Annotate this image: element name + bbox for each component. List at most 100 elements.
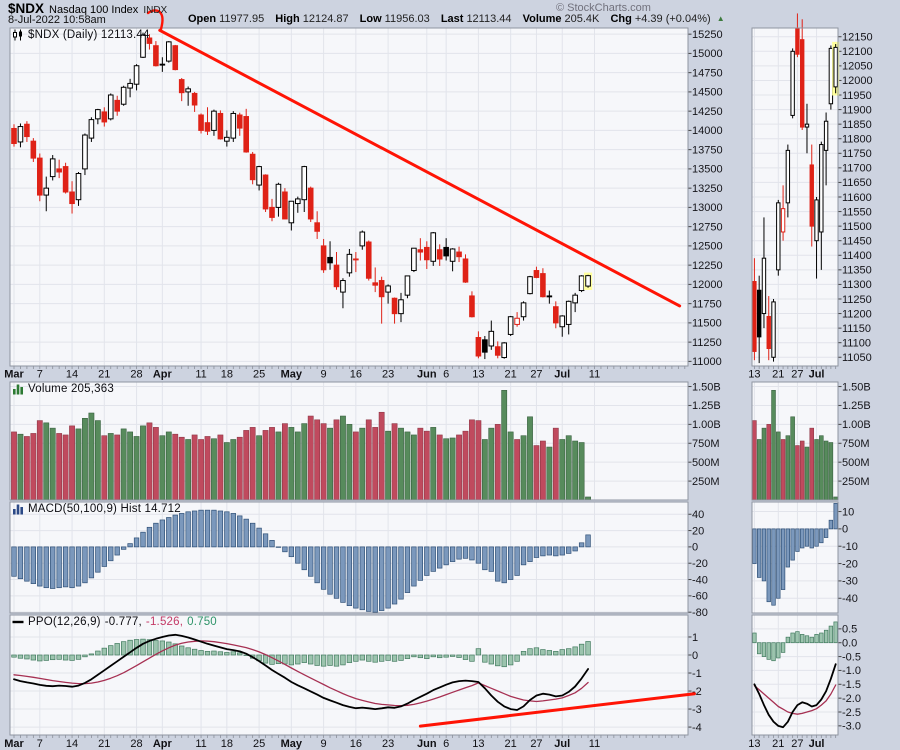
svg-text:Jul: Jul	[809, 738, 825, 750]
mini-price-panel[interactable]: 12150 12100 12050 12000 11950 11900 11850 11800…	[751, 13, 873, 367]
low-value: 11956.03	[384, 13, 430, 25]
svg-text:1: 1	[692, 632, 698, 644]
svg-text:18: 18	[221, 738, 233, 750]
svg-text:Mar: Mar	[4, 738, 24, 750]
svg-text:12750: 12750	[692, 221, 723, 233]
header: $NDX Nasdaq 100 Index INDX 8-Jul-2022 10…	[0, 0, 900, 27]
ppo-signal-value: -1.526,	[145, 616, 184, 628]
svg-text:7: 7	[37, 738, 43, 750]
svg-text:20: 20	[692, 525, 704, 537]
svg-text:Jun: Jun	[417, 369, 437, 381]
svg-text:750M: 750M	[842, 438, 870, 450]
symbol-row: $NDX Nasdaq 100 Index INDX	[8, 1, 167, 16]
svg-text:11950: 11950	[842, 90, 872, 102]
svg-text:May: May	[281, 369, 303, 381]
svg-text:10: 10	[842, 506, 854, 518]
svg-text:25: 25	[253, 738, 265, 750]
svg-text:28: 28	[130, 738, 142, 750]
svg-text:11550: 11550	[842, 206, 872, 218]
svg-text:11: 11	[195, 738, 206, 750]
mini-volume-panel[interactable]: 1.50B 1.25B 1.00B 750M 500M 250M	[751, 381, 871, 501]
svg-text:13000: 13000	[692, 202, 723, 214]
high-value: 12124.87	[302, 13, 349, 25]
low-label: Low	[359, 13, 382, 25]
trendline-annotations	[146, 9, 696, 728]
main-ppo-panel[interactable]: 1 0 -1 -2 -3 -4	[9, 614, 702, 736]
svg-text:27: 27	[530, 369, 542, 381]
svg-text:11600: 11600	[842, 192, 872, 204]
datetime: 8-Jul-2022 10:58am	[8, 14, 106, 26]
svg-text:-2.0: -2.0	[842, 693, 861, 705]
macd-panel-label: MACD(50,100,9) Hist 14.712	[12, 503, 181, 515]
svg-text:Jun: Jun	[417, 738, 437, 750]
volume-value: 205.4K	[564, 13, 600, 25]
svg-text:13: 13	[472, 738, 484, 750]
exchange-tag: INDX	[143, 5, 168, 16]
svg-text:23: 23	[382, 738, 394, 750]
ppo-line-value: -0.777,	[104, 616, 142, 628]
svg-text:250M: 250M	[692, 476, 720, 488]
svg-text:11050: 11050	[842, 352, 872, 364]
svg-text:27: 27	[791, 738, 803, 750]
price-panel-label-text: $NDX (Daily) 12113.44	[28, 29, 150, 41]
svg-text:18: 18	[221, 369, 233, 381]
copyright: © StockCharts.com	[556, 2, 651, 14]
svg-text:14750: 14750	[692, 67, 723, 79]
svg-text:11700: 11700	[842, 163, 872, 175]
main-volume-panel[interactable]: 1.50B 1.25B 1.00B 750M 500M 250M	[9, 381, 721, 501]
main-price-panel[interactable]: 15250 15000 14750 14500 14250 14000 13750 13500…	[9, 27, 723, 368]
downtrend-line	[158, 28, 682, 308]
mini-macd-panel[interactable]: 10 0 -10 -20 -30 -40	[751, 501, 858, 614]
svg-text:25: 25	[253, 369, 265, 381]
svg-text:500M: 500M	[842, 457, 870, 469]
svg-text:11350: 11350	[842, 265, 872, 277]
svg-text:6: 6	[443, 369, 449, 381]
svg-text:750M: 750M	[692, 438, 720, 450]
svg-text:1.50B: 1.50B	[692, 381, 721, 393]
change-value: +4.39 (+0.04%)	[634, 13, 711, 25]
mini-xaxis-bottom: 13 21 27 Jul	[748, 735, 837, 750]
symbol-name: Nasdaq 100 Index	[49, 4, 139, 16]
svg-text:12250: 12250	[692, 260, 723, 272]
svg-text:Apr: Apr	[153, 369, 173, 381]
svg-text:21: 21	[98, 369, 110, 381]
svg-text:May: May	[281, 738, 303, 750]
mini-xaxis-top: 13 21 27 Jul	[748, 366, 837, 381]
svg-text:9: 9	[321, 738, 327, 750]
svg-text:11150: 11150	[842, 323, 871, 335]
last-value: 12113.44	[466, 13, 512, 25]
svg-text:1.25B: 1.25B	[692, 400, 721, 412]
svg-text:23: 23	[382, 369, 394, 381]
svg-text:9: 9	[321, 369, 327, 381]
main-xaxis-top: Mar 7 14 21 28 Apr 11 18 25 May 9 16 23 Jun 6 13 21 27 Jul…	[4, 366, 686, 381]
svg-text:1.00B: 1.00B	[692, 419, 721, 431]
ppo-panel-label: PPO(12,26,9) -0.777, -1.526, 0.750	[12, 616, 217, 628]
svg-text:21: 21	[505, 369, 517, 381]
svg-text:13: 13	[748, 369, 760, 381]
svg-text:11500: 11500	[842, 221, 872, 233]
svg-text:-1.5: -1.5	[842, 679, 861, 691]
svg-text:11000: 11000	[692, 356, 722, 368]
mini-ppo-panel[interactable]: 0.5 0.0-0.5 -1.0 -1.5 -2.0 -2.5 -3.0	[751, 614, 861, 736]
high-label: High	[275, 13, 300, 25]
svg-text:14500: 14500	[692, 87, 723, 99]
svg-text:14: 14	[66, 738, 78, 750]
ppo-support-line	[418, 692, 696, 728]
svg-text:27: 27	[530, 738, 542, 750]
svg-text:11: 11	[195, 369, 206, 381]
svg-text:11: 11	[589, 369, 600, 381]
svg-text:13750: 13750	[692, 144, 723, 156]
volume-histogram-icon	[13, 384, 23, 395]
svg-text:1.00B: 1.00B	[842, 419, 871, 431]
change-up-arrow: ▲	[716, 14, 725, 23]
svg-text:-20: -20	[692, 558, 708, 570]
svg-text:11750: 11750	[692, 298, 722, 310]
svg-text:-80: -80	[692, 607, 708, 619]
last-label: Last	[440, 13, 464, 25]
main-macd-panel[interactable]: 40 20 0 -20 -40 -60 -80	[9, 501, 708, 619]
svg-text:13500: 13500	[692, 164, 723, 176]
svg-text:11300: 11300	[842, 279, 872, 291]
svg-text:11750: 11750	[842, 148, 872, 160]
svg-text:Jul: Jul	[554, 738, 570, 750]
